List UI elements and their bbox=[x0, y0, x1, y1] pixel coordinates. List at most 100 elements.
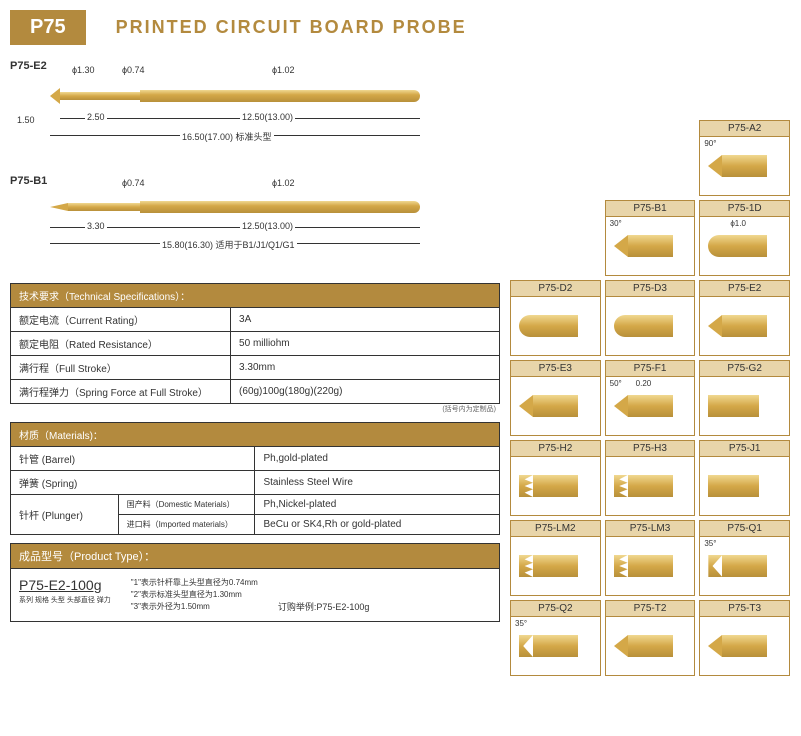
page-header: P75 PRINTED CIRCUIT BOARD PROBE bbox=[10, 10, 791, 45]
tip-shape: 35° bbox=[511, 617, 600, 675]
tip-shape bbox=[606, 537, 695, 595]
product-type-box: 成品型号（Product Type）： P75-E2-100g 系列 规格 头型… bbox=[10, 543, 500, 622]
tip-cell: P75-H3 bbox=[605, 440, 696, 516]
mat-label: 针管 (Barrel) bbox=[11, 447, 255, 471]
spec-label: 额定电阻（Rated Resistance） bbox=[11, 332, 231, 356]
tip-grid: P75-A290°P75-B130°P75-1Dϕ1.0P75-D2P75-D3… bbox=[510, 120, 790, 676]
b1-d-shaft: ϕ0.74 bbox=[120, 178, 147, 188]
tip-cell: P75-F150°0.20 bbox=[605, 360, 696, 436]
tip-shape: ϕ1.0 bbox=[700, 217, 789, 275]
e2-body-seg: 12.50(13.00) bbox=[240, 112, 295, 122]
tip-shape bbox=[511, 297, 600, 355]
specs-table: 技术要求（Technical Specifications）： 额定电流（Cur… bbox=[10, 283, 500, 404]
mat-value: Stainless Steel Wire bbox=[255, 471, 500, 495]
tip-cell bbox=[510, 120, 601, 196]
specs-header: 技术要求（Technical Specifications）： bbox=[11, 284, 500, 308]
tip-cell: P75-T3 bbox=[699, 600, 790, 676]
product-type-notes: "1"表示针杆靠上头型直径为0.74mm"2"表示标准头型直径为1.30mm"3… bbox=[131, 577, 258, 613]
spec-value: 50 milliohm bbox=[231, 332, 500, 356]
e2-shaft-seg: 2.50 bbox=[85, 112, 107, 122]
tip-shape bbox=[700, 457, 789, 515]
tip-label: P75-H2 bbox=[511, 441, 600, 457]
tip-shape: 90° bbox=[700, 137, 789, 195]
tip-cup-icon bbox=[519, 635, 533, 657]
tip-shape bbox=[700, 297, 789, 355]
tip-body-shape bbox=[533, 395, 578, 417]
tip-label: P75-T2 bbox=[606, 601, 695, 617]
tip-cell: P75-Q135° bbox=[699, 520, 790, 596]
tip-shape: 35° bbox=[700, 537, 789, 595]
tip-body-shape bbox=[722, 235, 767, 257]
tip-label: P75-E2 bbox=[700, 281, 789, 297]
b1-body bbox=[140, 201, 420, 213]
tip-shape bbox=[511, 457, 600, 515]
specs-footnote: (括号内为定制品) bbox=[10, 404, 500, 414]
tip-label: P75-LM3 bbox=[606, 521, 695, 537]
diagram-e2: P75-E2 ϕ1.30 ϕ0.74 ϕ1.02 1.50 2.50 12.50… bbox=[10, 60, 500, 170]
mat-value: Ph,Nickel-plated bbox=[255, 495, 500, 515]
b1-d-body: ϕ1.02 bbox=[270, 178, 297, 188]
tip-label: P75-H3 bbox=[606, 441, 695, 457]
tip-angle: 90° bbox=[704, 139, 716, 148]
tip-label: P75-J1 bbox=[700, 441, 789, 457]
model-badge: P75 bbox=[10, 10, 86, 45]
product-type-parts: 系列 规格 头型 头部直径 弹力 bbox=[19, 595, 111, 605]
tip-point-icon bbox=[614, 395, 628, 417]
tip-body-shape bbox=[722, 315, 767, 337]
tip-angle: 35° bbox=[515, 619, 527, 628]
tip-label: P75-G2 bbox=[700, 361, 789, 377]
tip-round-icon bbox=[519, 315, 533, 337]
tip-body-shape bbox=[533, 555, 578, 577]
tip-shape bbox=[511, 537, 600, 595]
tip-dim: ϕ1.0 bbox=[730, 219, 746, 228]
tip-cell: P75-J1 bbox=[699, 440, 790, 516]
mat-sublabel: 国产料（Domestic Materials） bbox=[118, 495, 255, 515]
tip-shape bbox=[700, 377, 789, 435]
tip-label: P75-E3 bbox=[511, 361, 600, 377]
tip-shape bbox=[700, 617, 789, 675]
tip-angle: 35° bbox=[704, 539, 716, 548]
tip-shape bbox=[606, 297, 695, 355]
tip-body-shape bbox=[533, 475, 578, 497]
tip-cell: P75-Q2 35° bbox=[510, 600, 601, 676]
tip-angle: 30° bbox=[610, 219, 622, 228]
tip-point-icon bbox=[708, 155, 722, 177]
tip-shape bbox=[606, 617, 695, 675]
tip-body-shape bbox=[722, 555, 767, 577]
tip-cell: P75-A290° bbox=[699, 120, 790, 196]
tip-cell: P75-1Dϕ1.0 bbox=[699, 200, 790, 276]
tip-cell bbox=[605, 120, 696, 196]
tip-shape bbox=[511, 377, 600, 435]
tip-body-shape bbox=[628, 395, 673, 417]
tip-angle: 50° bbox=[610, 379, 622, 388]
e2-body bbox=[140, 90, 420, 102]
spec-label: 额定电流（Current Rating） bbox=[11, 308, 231, 332]
product-type-note: "1"表示针杆靠上头型直径为0.74mm bbox=[131, 577, 258, 589]
diagram-b1: P75-B1 ϕ0.74 ϕ1.02 3.30 12.50(13.00) 15.… bbox=[10, 175, 500, 275]
product-type-code: P75-E2-100g bbox=[19, 577, 111, 593]
product-type-note: "3"表示外径为1.50mm bbox=[131, 601, 258, 613]
e2-d-body: ϕ1.02 bbox=[270, 65, 297, 75]
mat-sublabel: 进口料（Imported materials） bbox=[118, 515, 255, 535]
product-type-note: "2"表示标准头型直径为1.30mm bbox=[131, 589, 258, 601]
tip-label: P75-T3 bbox=[700, 601, 789, 617]
tip-cell: P75-G2 bbox=[699, 360, 790, 436]
b1-tip bbox=[50, 203, 68, 211]
e2-tip bbox=[50, 88, 60, 104]
tip-cup-icon bbox=[708, 555, 722, 577]
tip-cell: P75-B130° bbox=[605, 200, 696, 276]
diagram-b1-label: P75-B1 bbox=[10, 175, 47, 187]
tip-crown-icon bbox=[614, 555, 628, 577]
tip-label: P75-Q2 bbox=[511, 601, 600, 617]
tip-point-icon bbox=[519, 395, 533, 417]
tip-body-shape bbox=[628, 475, 673, 497]
tip-body-shape bbox=[628, 555, 673, 577]
e2-shaft bbox=[60, 92, 140, 100]
b1-shaft-seg: 3.30 bbox=[85, 221, 107, 231]
main-content: P75-E2 ϕ1.30 ϕ0.74 ϕ1.02 1.50 2.50 12.50… bbox=[10, 60, 791, 676]
product-type-code-block: P75-E2-100g 系列 规格 头型 头部直径 弹力 bbox=[19, 577, 111, 613]
tip-round-icon bbox=[614, 315, 628, 337]
tip-crown-icon bbox=[519, 475, 533, 497]
tip-cell: P75-LM3 bbox=[605, 520, 696, 596]
b1-total: 15.80(16.30) 适用于B1/J1/Q1/G1 bbox=[160, 238, 297, 251]
